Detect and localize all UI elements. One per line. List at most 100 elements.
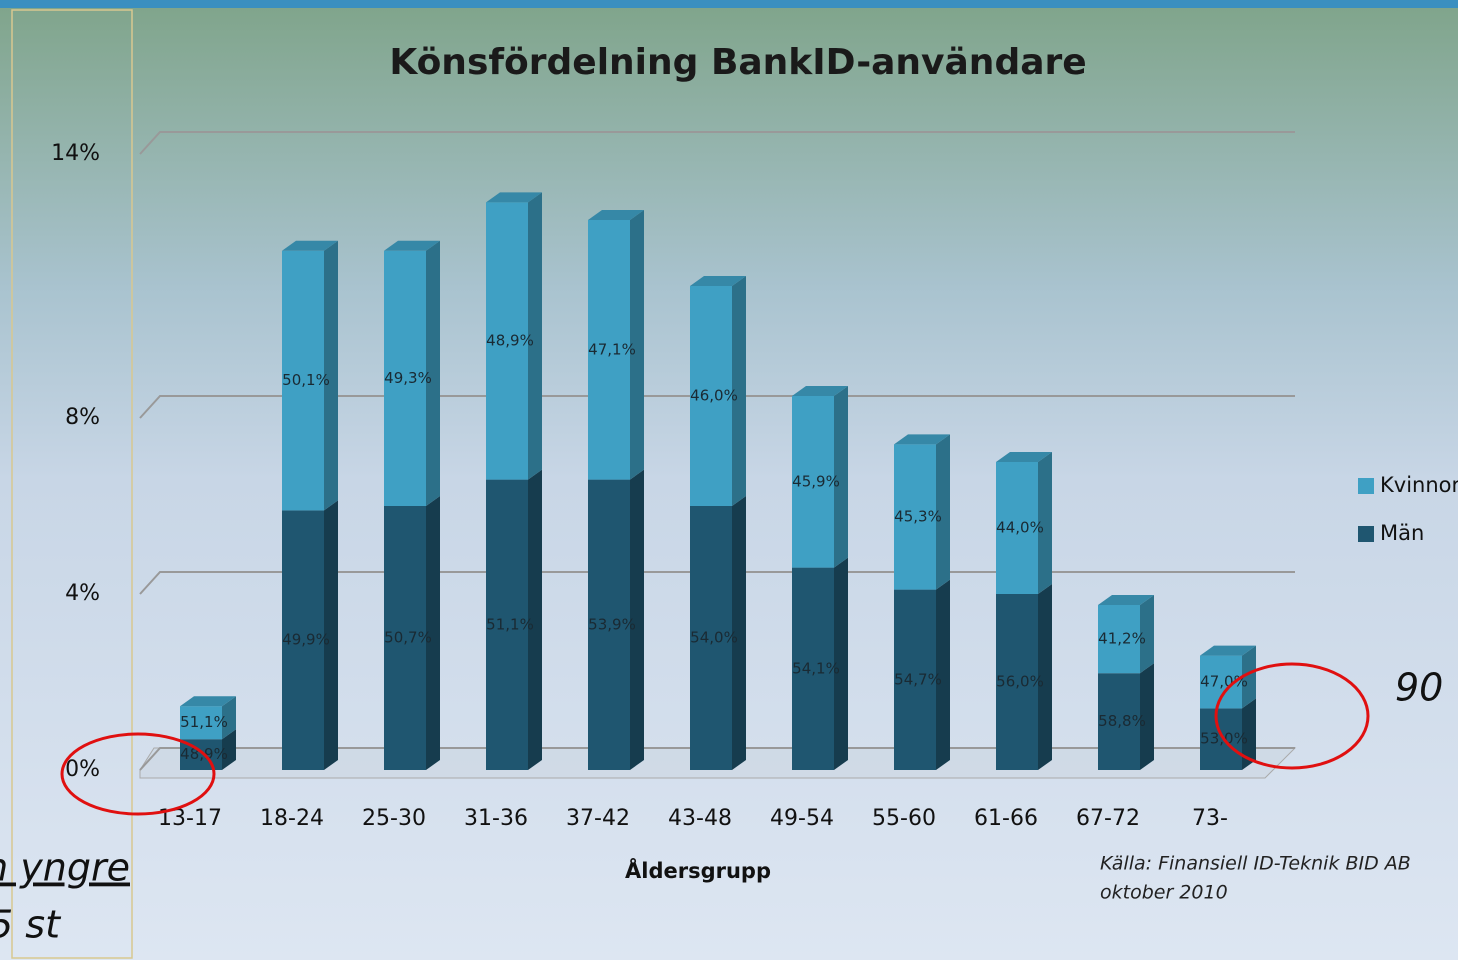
bar-side <box>324 240 338 511</box>
y-tick-label: 4% <box>65 581 100 606</box>
bar-front <box>180 706 222 740</box>
bar-front <box>1200 708 1242 770</box>
bar-top <box>384 240 440 251</box>
text-box-frame <box>11 9 133 959</box>
bar-side <box>426 496 440 770</box>
x-tick-label: 49-54 <box>770 806 834 831</box>
bar-side <box>1038 452 1052 594</box>
x-tick-label: 55-60 <box>872 806 936 831</box>
bar-segment <box>282 500 338 770</box>
x-tick-label: 25-30 <box>362 806 426 831</box>
bar-top <box>588 210 644 220</box>
segment-label: 49,3% <box>384 369 432 387</box>
bar-side <box>834 386 848 568</box>
bar-front <box>1098 673 1140 770</box>
legend-label: Män <box>1380 521 1424 545</box>
x-tick-label: 43-48 <box>668 806 732 831</box>
bar-front <box>282 250 324 511</box>
bar-front <box>588 479 630 770</box>
source: Källa: Finansiell ID-Teknik BID AB <box>1100 853 1411 875</box>
bar-side <box>1140 663 1154 770</box>
grid-line <box>139 395 1295 419</box>
bar-segment <box>792 386 848 568</box>
bar-front <box>1098 605 1140 674</box>
segment-label: 50,1% <box>282 371 330 389</box>
bar-front <box>588 220 630 480</box>
bar-segment <box>690 276 746 506</box>
bar-segment <box>384 496 440 770</box>
x-tick-label: 61-66 <box>974 806 1038 831</box>
bar-side <box>426 240 440 507</box>
bar-segment <box>1098 595 1154 674</box>
bar-side <box>1242 645 1256 709</box>
bar-top <box>792 386 848 396</box>
bar-segment <box>1200 698 1256 770</box>
bar-segment <box>282 240 338 511</box>
top-border <box>0 0 1458 8</box>
bar-front <box>996 594 1038 770</box>
segment-label: 47,1% <box>588 340 636 358</box>
bar-side <box>732 276 746 506</box>
bar-side <box>324 500 338 770</box>
bar-front <box>384 506 426 770</box>
bar-front <box>282 510 324 770</box>
segment-label: 51,1% <box>486 615 534 633</box>
x-tick-label: 67-72 <box>1076 806 1140 831</box>
legend-label: Kvinnor <box>1380 473 1458 497</box>
segment-label: 51,1% <box>180 713 228 731</box>
x-tick-label: 73- <box>1192 806 1228 831</box>
bar-top <box>282 240 338 251</box>
segment-label: 50,7% <box>384 629 432 647</box>
bar-segment <box>690 496 746 770</box>
bar-side <box>834 557 848 770</box>
bar-side <box>936 434 950 590</box>
x-tick-label: 18-24 <box>260 806 324 831</box>
y-tick-label: 8% <box>65 405 100 430</box>
bar-front <box>792 396 834 568</box>
bar-side <box>222 729 236 770</box>
segment-label: 54,1% <box>792 659 840 677</box>
segment-label: 44,0% <box>996 519 1044 537</box>
bar-side <box>222 696 236 740</box>
segment-label: 47,0% <box>1200 673 1248 691</box>
x-axis-label: Åldersgrupp <box>625 858 771 883</box>
bar-front <box>690 506 732 770</box>
bar-top <box>1098 595 1154 605</box>
side-text: 5 st <box>0 903 62 947</box>
bar-top <box>1200 645 1256 656</box>
bar-top <box>690 276 746 286</box>
bar-segment <box>588 210 644 480</box>
bar-front <box>996 462 1038 594</box>
bar-side <box>732 496 746 770</box>
bar-side <box>936 579 950 770</box>
highlight-circle <box>60 732 216 816</box>
bar-top <box>180 696 236 707</box>
bar-front <box>894 589 936 770</box>
bar-side <box>528 192 542 480</box>
segment-label: 49,9% <box>282 631 330 649</box>
segment-label: 54,7% <box>894 670 942 688</box>
bar-side <box>1038 584 1052 770</box>
bar-segment <box>894 579 950 770</box>
bar-side <box>1140 595 1154 674</box>
side-text: n yngre <box>0 846 130 890</box>
bar-segment <box>180 729 236 770</box>
side-text: 90 <box>1395 666 1443 710</box>
bar-front <box>486 479 528 770</box>
bar-segment <box>486 192 542 480</box>
grid-line <box>139 131 1295 155</box>
bar-segment <box>486 469 542 770</box>
bar-segment <box>996 452 1052 594</box>
bar-front <box>384 250 426 506</box>
segment-label: 58,8% <box>1098 712 1146 730</box>
bar-segment <box>894 434 950 590</box>
segment-label: 45,3% <box>894 508 942 526</box>
bar-segment <box>384 240 440 507</box>
bar-front <box>690 286 732 506</box>
segment-label: 48,9% <box>486 332 534 350</box>
bar-side <box>1242 698 1256 770</box>
segment-label: 45,9% <box>792 472 840 490</box>
legend-swatch <box>1358 526 1374 542</box>
legend-swatch <box>1358 478 1374 494</box>
